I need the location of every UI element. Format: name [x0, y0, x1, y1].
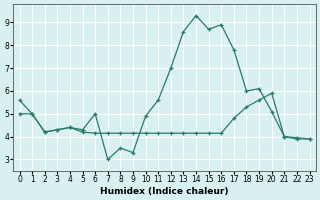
X-axis label: Humidex (Indice chaleur): Humidex (Indice chaleur) [100, 187, 229, 196]
